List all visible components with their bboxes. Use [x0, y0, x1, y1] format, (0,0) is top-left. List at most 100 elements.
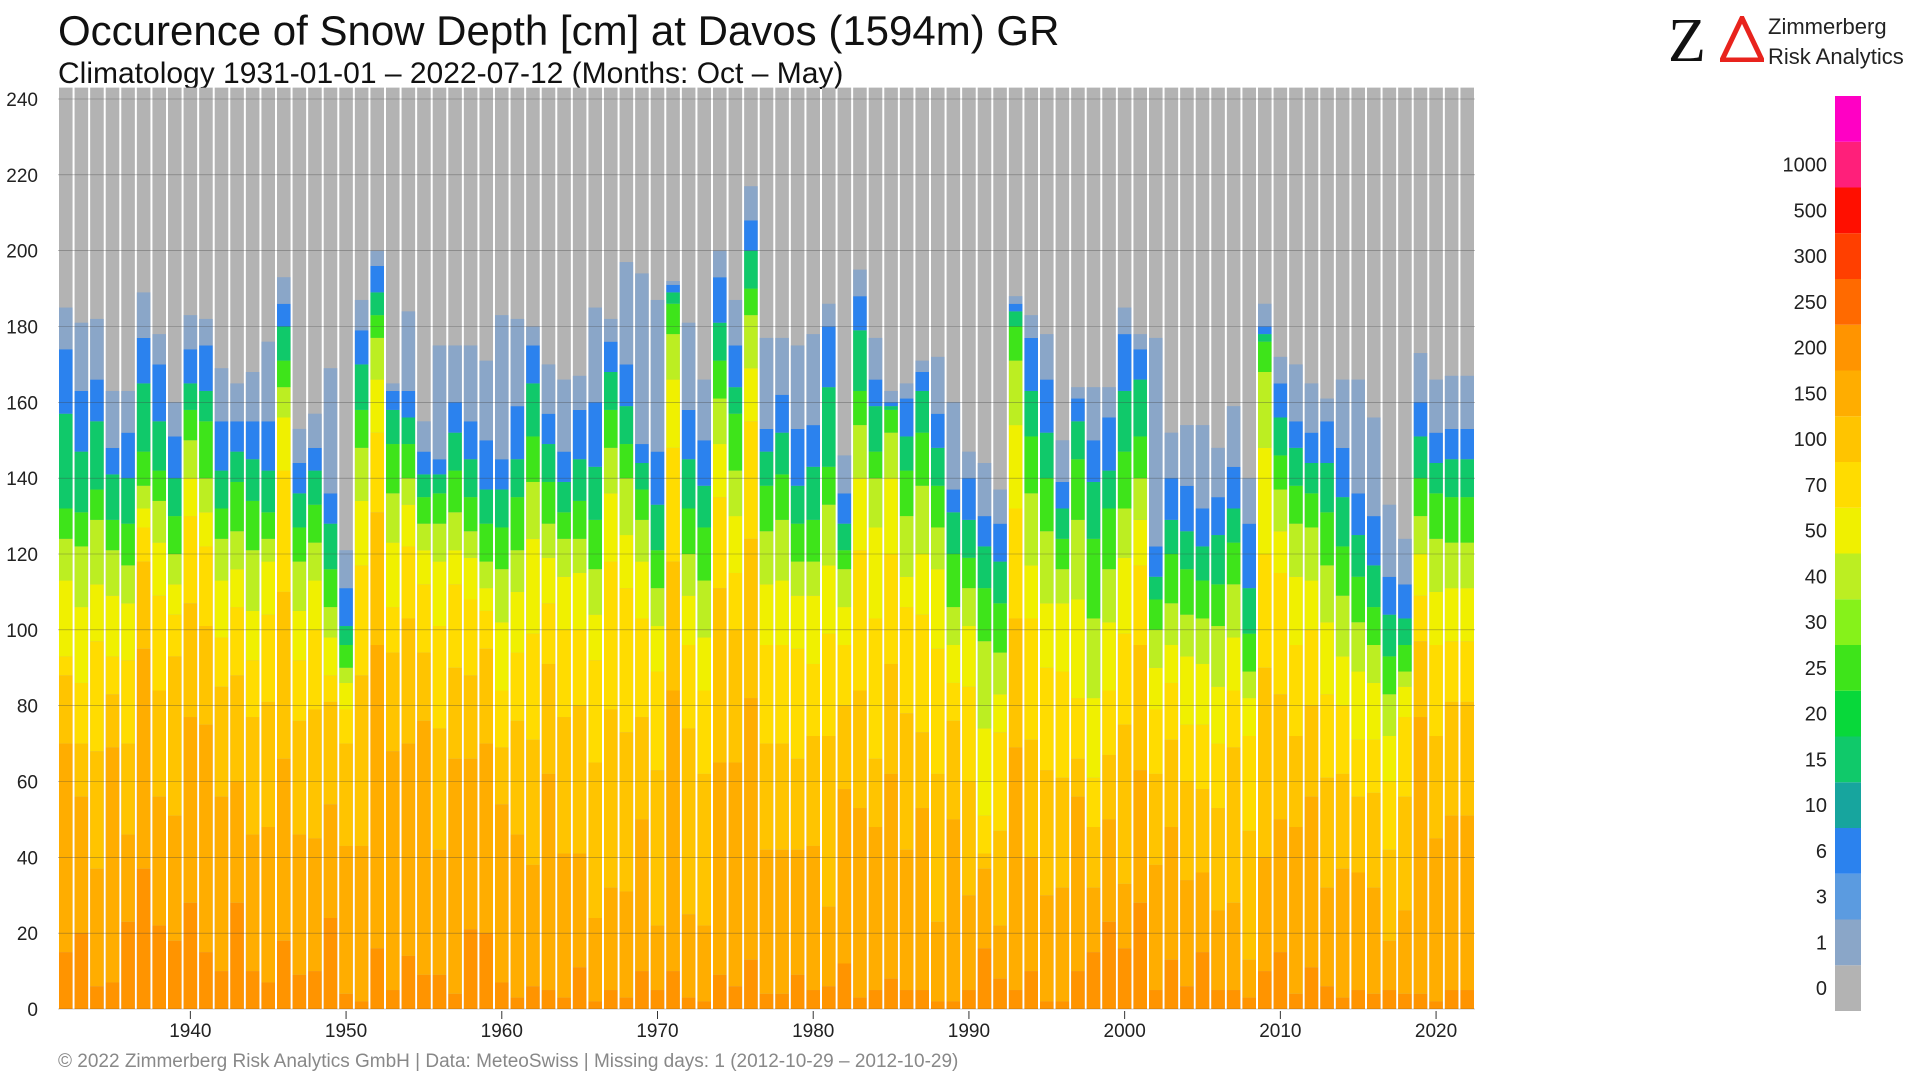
bar-segment-2019-20	[1413, 478, 1428, 517]
bar-segment-2005-100	[1195, 872, 1210, 953]
bar-segment-2015-10	[1351, 535, 1365, 577]
bar-segment-1937-30	[136, 485, 151, 509]
bar-segment-1958-50	[463, 599, 478, 676]
bar-segment-2010-40	[1273, 531, 1288, 573]
bar-segment-1949-3	[323, 493, 338, 524]
bar-segment-1962-0	[526, 326, 540, 346]
legend-swatch-14	[1835, 324, 1861, 371]
legend-label: 30	[1805, 612, 1827, 634]
bar-segment-1958-20	[463, 497, 478, 532]
bar-segment-1997-40	[1071, 599, 1085, 699]
bar-segment-2003-20	[1164, 554, 1179, 604]
bar-segment-1943-100	[230, 781, 244, 903]
bar-segment-1964-10	[557, 481, 571, 513]
bar-segment-1963-3	[541, 413, 556, 445]
bar-segment-1958-70	[463, 675, 478, 759]
bar-segment-1988-3	[931, 413, 945, 448]
logo-name-line1: Zimmerberg	[1768, 14, 1887, 39]
bar-segment-1989-50	[946, 682, 961, 721]
bar-segment-1942-10	[214, 470, 229, 509]
bar-segment-1998-40	[1086, 698, 1101, 778]
bar-segment-2010-20	[1273, 455, 1288, 490]
bar-segment-1933-70	[74, 743, 89, 797]
bar-segment-1977-100	[759, 849, 774, 994]
bar-segment-2002-100	[1149, 864, 1163, 991]
bar-segment-1937-20	[136, 451, 151, 486]
bar-segment-1975-10	[728, 387, 743, 414]
bar-segment-1960-100	[495, 804, 509, 983]
bar-segment-1948-70	[308, 709, 322, 839]
bar-segment-1994-30	[1024, 493, 1038, 566]
bar-segment-1933-50	[74, 682, 89, 744]
bar-segment-2022-3	[1460, 428, 1474, 460]
bar-segment-1964-50	[557, 629, 571, 718]
bar-segment-2003-0	[1164, 432, 1179, 479]
bar-segment-1967-0	[604, 318, 618, 342]
bar-segment-1987-50	[915, 614, 929, 733]
bar-segment-1954-50	[401, 546, 416, 619]
bar-segment-1973-10	[697, 485, 711, 528]
bar-segment-1988-70	[931, 773, 945, 922]
bar-segment-1996-30	[1055, 569, 1070, 604]
bar-segment-1982-70	[837, 705, 852, 790]
bar-segment-1978-20	[775, 474, 789, 520]
bar-segment-1951-20	[354, 409, 369, 448]
bar-segment-2013-50	[1320, 694, 1334, 778]
bar-segment-1990-70	[962, 781, 976, 896]
bar-segment-1960-0	[495, 315, 509, 460]
bar-segment-1995-0	[1040, 334, 1054, 380]
bar-segment-2018-40	[1398, 686, 1412, 718]
bar-segment-2007-20	[1226, 542, 1241, 585]
bar-segment-1936-0	[121, 390, 135, 433]
bar-segment-2017-0	[1382, 504, 1397, 577]
bar-segment-1968-10	[619, 406, 634, 445]
bar-segment-1957-30	[448, 512, 462, 551]
bar-segment-1952-30	[370, 337, 384, 380]
bar-segment-1940-150	[183, 902, 198, 1009]
bar-segment-1976-10	[744, 250, 758, 289]
bar-segment-1934-0	[90, 318, 104, 380]
bar-segment-1968-3	[619, 364, 634, 407]
bar-segment-1973-30	[697, 580, 711, 638]
bar-segment-1974-20	[713, 360, 727, 399]
bar-segment-1963-30	[541, 523, 556, 558]
bar-segment-1965-20	[572, 500, 587, 539]
bar-segment-1980-70	[806, 736, 820, 846]
bar-segment-1966-40	[588, 614, 602, 661]
bar-segment-1936-70	[121, 743, 135, 835]
bar-segment-2000-50	[1117, 633, 1132, 725]
bar-segment-2008-0	[1242, 478, 1256, 524]
bar-segment-1982-40	[837, 607, 852, 645]
bar-segment-1944-30	[245, 550, 260, 611]
bar-segment-1972-40	[681, 595, 696, 645]
bar-segment-1959-100	[479, 743, 493, 934]
bar-segment-1993-40	[1008, 425, 1023, 509]
bar-segment-1998-10	[1086, 481, 1101, 539]
bar-segment-1972-3	[681, 409, 696, 460]
bar-segment-1952-70	[370, 512, 384, 645]
bar-segment-2008-20	[1242, 633, 1256, 672]
bar-segment-1967-40	[604, 493, 618, 562]
bar-segment-1957-3	[448, 402, 462, 433]
bar-segment-1992-10	[993, 561, 1007, 604]
bar-segment-1946-150	[277, 940, 291, 1009]
bar-segment-2000-3	[1117, 334, 1132, 391]
bar-segment-1947-0	[292, 428, 307, 463]
bar-segment-1991-70	[977, 853, 992, 869]
bar-segment-1990-0	[962, 451, 976, 479]
bar-segment-1979-0	[790, 345, 805, 429]
bar-segment-1979-20	[790, 523, 805, 562]
bar-segment-1938-50	[152, 595, 166, 691]
bar-segment-2001-0	[1133, 334, 1147, 350]
bar-segment-1956-50	[432, 626, 447, 729]
bar-segment-1981-10	[822, 387, 836, 467]
bar-segment-1993-20	[1008, 326, 1023, 361]
bar-segment-1992-3	[993, 523, 1007, 562]
legend-swatch-6	[1835, 690, 1861, 737]
bar-segment-1995-100	[1040, 895, 1054, 1002]
bar-segment-1968-100	[619, 891, 634, 998]
bar-segment-2011-3	[1289, 421, 1303, 448]
bar-segment-1962-30	[526, 481, 540, 539]
bar-segment-1991-20	[977, 588, 992, 642]
bar-segment-2018-0	[1398, 538, 1412, 585]
